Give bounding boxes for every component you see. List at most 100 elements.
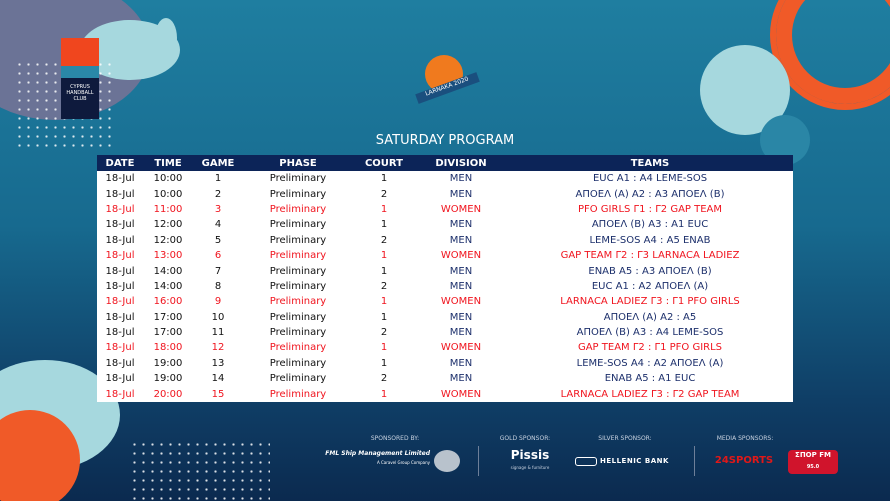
cell-teams: ΑΠΟΕΛ (Β) Α3 : Α4 LEME-SOS xyxy=(576,327,724,339)
cell-time: 16:00 xyxy=(153,296,183,308)
schedule-table: DATE TIME GAME PHASE COURT DIVISION TEAM… xyxy=(97,155,793,402)
cell-time: 19:00 xyxy=(153,357,183,369)
cell-court: 1 xyxy=(380,203,388,215)
cell-phase: Preliminary xyxy=(269,311,327,323)
cell-teams: ΑΠΟΕΛ (Α) Α2 : Α5 xyxy=(603,311,697,323)
header-time: TIME xyxy=(154,157,182,169)
dot-grid xyxy=(130,440,270,500)
header-teams: TEAMS xyxy=(630,157,670,169)
club-logo: CYPRUS HANDBALL CLUB xyxy=(61,38,99,119)
cell-division: MEN xyxy=(449,357,473,369)
cell-date: 18-Jul xyxy=(105,265,135,277)
cell-division: MEN xyxy=(449,280,473,292)
cell-court: 1 xyxy=(380,357,388,369)
cell-court: 1 xyxy=(380,219,388,231)
cell-time: 10:00 xyxy=(153,173,183,185)
table-row: 18-Jul 12:00 4 Preliminary 1 MEN ΑΠΟΕΛ (Β) Α3 … xyxy=(97,217,793,232)
cell-date: 18-Jul xyxy=(105,357,135,369)
cell-time: 11:00 xyxy=(153,203,183,215)
cell-game: 3 xyxy=(214,203,222,215)
cell-date: 18-Jul xyxy=(105,388,135,400)
cell-phase: Preliminary xyxy=(269,296,327,308)
cell-division: WOMEN xyxy=(440,342,482,354)
cell-game: 8 xyxy=(214,280,222,292)
cell-division: WOMEN xyxy=(440,296,482,308)
cell-phase: Preliminary xyxy=(269,219,327,231)
cell-time: 14:00 xyxy=(153,265,183,277)
cell-phase: Preliminary xyxy=(269,388,327,400)
cell-phase: Preliminary xyxy=(269,265,327,277)
cell-court: 1 xyxy=(380,296,388,308)
cell-phase: Preliminary xyxy=(269,173,327,185)
cell-game: 9 xyxy=(214,296,222,308)
cell-phase: Preliminary xyxy=(269,373,327,385)
cell-date: 18-Jul xyxy=(105,327,135,339)
cell-division: MEN xyxy=(449,311,473,323)
cell-teams: LEME-SOS A4 : A2 ΑΠΟΕΛ (Α) xyxy=(576,357,724,369)
cell-time: 13:00 xyxy=(153,250,183,262)
cell-teams: ΑΠΟΕΛ (Α) Α2 : Α3 ΑΠΟΕΛ (Β) xyxy=(575,188,725,200)
cell-date: 18-Jul xyxy=(105,296,135,308)
cell-time: 19:00 xyxy=(153,373,183,385)
orange-blob xyxy=(0,410,80,501)
cell-court: 2 xyxy=(380,373,388,385)
sponsor-spor-fm: ΣΠΟΡ FM 95.0 xyxy=(788,450,838,474)
table-row: 18-Jul 19:00 14 Preliminary 2 MEN ENAB A5 : A1… xyxy=(97,371,793,386)
table-row: 18-Jul 11:00 3 Preliminary 1 WOMEN PFO GIRLS Γ… xyxy=(97,202,793,217)
cell-teams: LEME-SOS A4 : A5 ENAB xyxy=(589,234,711,246)
cell-division: WOMEN xyxy=(440,388,482,400)
cell-date: 18-Jul xyxy=(105,280,135,292)
sponsor-fml: FML Ship Management Limited xyxy=(325,450,430,457)
cell-date: 18-Jul xyxy=(105,219,135,231)
cell-court: 1 xyxy=(380,265,388,277)
cell-phase: Preliminary xyxy=(269,203,327,215)
cell-date: 18-Jul xyxy=(105,188,135,200)
cell-phase: Preliminary xyxy=(269,342,327,354)
cell-teams: EUC A1 : A2 ΑΠΟΕΛ (Α) xyxy=(591,280,709,292)
sponsors-bar: SPONSORED BY: FML Ship Management Limite… xyxy=(325,434,850,484)
cell-phase: Preliminary xyxy=(269,250,327,262)
cell-division: WOMEN xyxy=(440,250,482,262)
table-row: 18-Jul 10:00 1 Preliminary 1 MEN EUC A1 : A4 L… xyxy=(97,171,793,186)
club-logo-text: CYPRUS HANDBALL CLUB xyxy=(66,84,94,102)
table-row: 18-Jul 17:00 11 Preliminary 2 MEN ΑΠΟΕΛ (Β) Α3… xyxy=(97,325,793,340)
cell-date: 18-Jul xyxy=(105,373,135,385)
table-row: 18-Jul 18:00 12 Preliminary 1 WOMEN GAP TEAM Γ… xyxy=(97,340,793,355)
cell-time: 18:00 xyxy=(153,342,183,354)
cell-time: 12:00 xyxy=(153,234,183,246)
cell-date: 18-Jul xyxy=(105,342,135,354)
cell-teams: GAP TEAM Γ2 : Γ1 PFO GIRLS xyxy=(577,342,723,354)
spor-fm-name: ΣΠΟΡ FM xyxy=(795,451,831,459)
sponsored-by-label: SPONSORED BY: xyxy=(370,435,420,442)
cell-division: MEN xyxy=(449,265,473,277)
event-logo: LARNAKA 2020 xyxy=(415,35,480,105)
cell-teams: LARNACA LADIEZ Γ3 : Γ1 PFO GIRLS xyxy=(560,296,740,308)
silver-label: SILVER SPONSOR: xyxy=(598,435,652,442)
cell-phase: Preliminary xyxy=(269,280,327,292)
table-row: 18-Jul 19:00 13 Preliminary 1 MEN LEME-SOS A4 … xyxy=(97,356,793,371)
cell-time: 17:00 xyxy=(153,311,183,323)
table-header: DATE TIME GAME PHASE COURT DIVISION TEAM… xyxy=(97,155,793,171)
cell-game: 14 xyxy=(211,373,225,385)
cell-time: 10:00 xyxy=(153,188,183,200)
cell-court: 2 xyxy=(380,280,388,292)
cell-division: WOMEN xyxy=(440,203,482,215)
cell-game: 11 xyxy=(211,327,225,339)
cell-date: 18-Jul xyxy=(105,173,135,185)
cell-phase: Preliminary xyxy=(269,357,327,369)
cell-phase: Preliminary xyxy=(269,327,327,339)
cell-game: 1 xyxy=(214,173,222,185)
media-label: MEDIA SPONSORS: xyxy=(716,435,774,442)
cell-time: 14:00 xyxy=(153,280,183,292)
cell-game: 7 xyxy=(214,265,222,277)
cell-time: 17:00 xyxy=(153,327,183,339)
cell-division: MEN xyxy=(449,373,473,385)
cell-time: 12:00 xyxy=(153,219,183,231)
cell-date: 18-Jul xyxy=(105,311,135,323)
divider xyxy=(694,446,695,476)
sponsor-pissis-sub: signage & furniture xyxy=(510,465,550,470)
cell-teams: EUC A1 : A4 LEME-SOS xyxy=(592,173,708,185)
table-row: 18-Jul 14:00 8 Preliminary 2 MEN EUC A1 : A2 Α… xyxy=(97,279,793,294)
cell-teams: PFO GIRLS Γ1 : Γ2 GAP TEAM xyxy=(577,203,723,215)
cell-court: 1 xyxy=(380,311,388,323)
